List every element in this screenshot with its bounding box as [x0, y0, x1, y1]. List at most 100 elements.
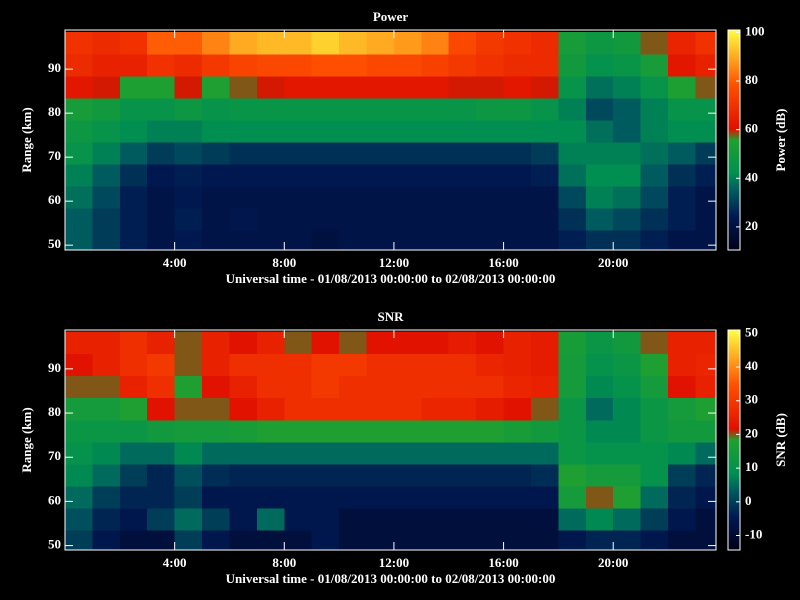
heatmap-cell [92, 207, 121, 231]
heatmap-cell [284, 141, 313, 165]
heatmap-cell [311, 353, 340, 377]
y-tick-label: 50 [48, 537, 61, 552]
heatmap-cell [174, 185, 203, 209]
heatmap-cell [256, 530, 285, 550]
heatmap-cell [393, 485, 422, 509]
heatmap-cell [503, 163, 532, 187]
heatmap-cell [695, 397, 716, 421]
heatmap-cell [668, 331, 697, 355]
heatmap-cell [640, 397, 669, 421]
heatmap-cell [147, 508, 176, 531]
heatmap-cell [147, 163, 176, 187]
heatmap-cell [311, 375, 340, 399]
heatmap-cell [256, 97, 285, 121]
heatmap-cell [613, 375, 642, 399]
heatmap-cell [421, 163, 450, 187]
heatmap-cell [366, 31, 395, 55]
heatmap-cell [256, 119, 285, 143]
heatmap-cell [613, 119, 642, 143]
heatmap-cell [202, 353, 231, 377]
heatmap-cell [695, 331, 716, 355]
heatmap-cell [613, 353, 642, 377]
heatmap-cell [311, 163, 340, 187]
heatmap-cell [92, 185, 121, 209]
heatmap-cell [284, 229, 313, 250]
heatmap-cell [202, 419, 231, 443]
heatmap-cell [640, 508, 669, 531]
heatmap-cell [640, 75, 669, 99]
heatmap-cell [640, 331, 669, 355]
heatmap-cell [668, 207, 697, 231]
heatmap-cell [366, 163, 395, 187]
heatmap-cell [613, 141, 642, 165]
heatmap-cell [311, 419, 340, 443]
heatmap-cell [530, 207, 559, 231]
x-tick-label: 12:00 [379, 555, 409, 570]
heatmap-cell [695, 163, 716, 187]
heatmap-cell [284, 75, 313, 99]
heatmap-cell [65, 53, 94, 77]
heatmap-cell [448, 141, 477, 165]
heatmap-cell [256, 53, 285, 77]
heatmap-cell [256, 229, 285, 250]
heatmap-cell [339, 53, 368, 77]
heatmap-cell [119, 441, 148, 465]
heatmap-cell [421, 419, 450, 443]
heatmap-cell [92, 441, 121, 465]
heatmap-cell [229, 331, 258, 355]
heatmap-cell [174, 163, 203, 187]
heatmap-cell [65, 353, 94, 377]
heatmap-cell [119, 508, 148, 531]
heatmap-cell [65, 97, 94, 121]
heatmap-cell [585, 207, 614, 231]
heatmap-cell [256, 485, 285, 509]
heatmap-cell [640, 485, 669, 509]
y-tick-label: 70 [48, 448, 61, 463]
heatmap-cell [668, 141, 697, 165]
heatmap-cell [640, 207, 669, 231]
heatmap-cell [393, 419, 422, 443]
heatmap-cell [174, 207, 203, 231]
heatmap-cell [476, 463, 505, 487]
heatmap-cell [366, 441, 395, 465]
heatmap-cell [558, 397, 587, 421]
heatmap-cell [503, 419, 532, 443]
y-tick-label: 90 [48, 360, 61, 375]
colorbar-tick-label: 40 [745, 169, 758, 184]
heatmap-cell [174, 31, 203, 55]
heatmap-cell [366, 53, 395, 77]
heatmap-cell [174, 485, 203, 509]
heatmap-cell [558, 530, 587, 550]
heatmap-cell [695, 419, 716, 443]
heatmap-cell [256, 375, 285, 399]
heatmap-cell [668, 485, 697, 509]
heatmap-cell [530, 331, 559, 355]
heatmap-cell [119, 331, 148, 355]
heatmap-cell [174, 331, 203, 355]
heatmap-cell [448, 530, 477, 550]
heatmap-cell [229, 31, 258, 55]
heatmap-cell [640, 163, 669, 187]
heatmap-cell [202, 75, 231, 99]
colorbar-tick-label: 80 [745, 72, 758, 87]
heatmap-cell [421, 207, 450, 231]
heatmap-cell [202, 530, 231, 550]
heatmap-cell [613, 185, 642, 209]
heatmap-cell [393, 53, 422, 77]
heatmap-cell [613, 485, 642, 509]
plot-frame [64, 29, 717, 251]
heatmap-cell [585, 119, 614, 143]
heatmap-cell [585, 229, 614, 250]
heatmap-cell [476, 75, 505, 99]
heatmap-cell [585, 375, 614, 399]
heatmap-cell [119, 119, 148, 143]
heatmap-cell [503, 375, 532, 399]
heatmap-cell [476, 530, 505, 550]
colorbar [728, 330, 740, 550]
colorbar [728, 30, 740, 250]
colorbar-tick-label: -10 [745, 526, 762, 541]
heatmap-cell [476, 31, 505, 55]
heatmap-cell [65, 163, 94, 187]
heatmap-cell [147, 375, 176, 399]
heatmap-cell [65, 185, 94, 209]
